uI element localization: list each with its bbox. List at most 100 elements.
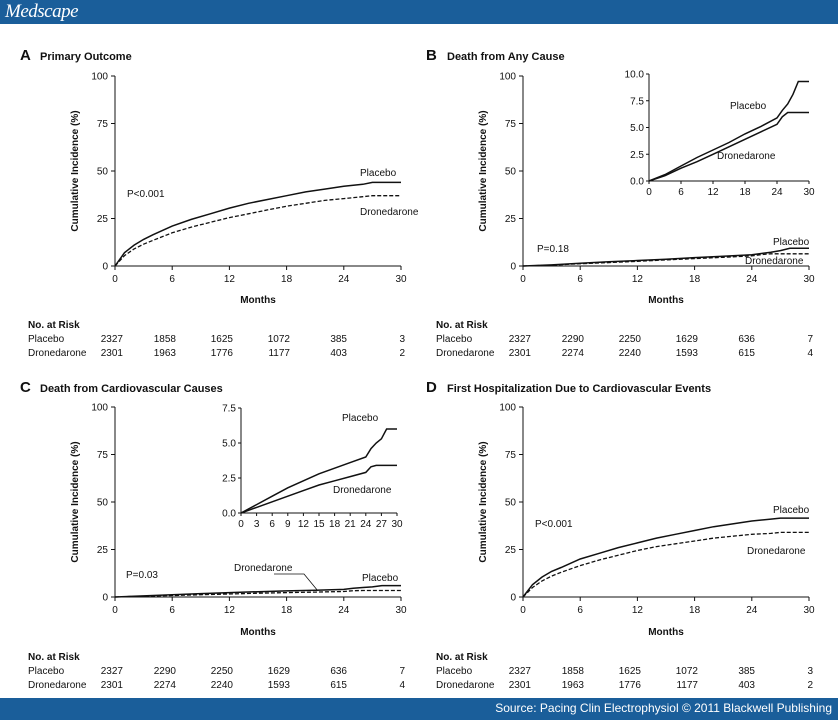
risk-row-label: Dronedarone [436, 348, 495, 359]
risk-value: 1963 [562, 680, 585, 691]
inset-y-tick-label: 0.0 [630, 177, 644, 188]
x-tick-label: 24 [746, 605, 758, 616]
inset-series-label-dronedarone: Dronedarone [333, 485, 392, 496]
risk-value: 2250 [211, 666, 234, 677]
y-tick-label: 100 [499, 403, 516, 414]
inset-y-tick-label: 2.5 [222, 474, 236, 485]
p-value: P<0.001 [535, 519, 573, 530]
risk-value: 1625 [211, 334, 234, 345]
inset-y-tick-label: 7.5 [630, 96, 644, 107]
risk-value: 615 [330, 680, 347, 691]
y-tick-label: 25 [505, 214, 517, 225]
series-label-placebo: Placebo [360, 168, 397, 179]
risk-value: 1072 [268, 334, 291, 345]
risk-row-label: Placebo [436, 334, 473, 345]
y-tick-label: 75 [97, 450, 109, 461]
label-leader-line [274, 573, 319, 592]
inset-y-tick-label: 2.5 [630, 150, 644, 161]
y-axis-title: Cumulative Incidence (%) [70, 441, 81, 562]
risk-value: 636 [330, 666, 347, 677]
risk-value: 615 [738, 348, 755, 359]
inset-x-tick-label: 30 [391, 519, 403, 530]
series-line-placebo [114, 181, 401, 267]
inset-y-tick-label: 0.0 [222, 509, 236, 520]
y-tick-label: 75 [505, 119, 517, 130]
y-tick-label: 0 [102, 262, 108, 273]
inset-y-tick-label: 10.0 [625, 70, 645, 81]
risk-value: 2301 [509, 348, 532, 359]
risk-value: 2290 [562, 334, 585, 345]
inset-x-tick-label: 27 [376, 519, 388, 530]
y-axis-title: Cumulative Incidence (%) [70, 110, 81, 231]
y-tick-label: 0 [510, 262, 516, 273]
x-tick-label: 24 [746, 274, 758, 285]
panel-B: B Death from Any Cause 0 25 50 75 100 0 6 12 18 24 3… [426, 47, 815, 359]
series-label-placebo: Placebo [773, 505, 810, 516]
x-axis-title: Months [240, 627, 276, 638]
risk-table-header: No. at Risk [28, 320, 80, 331]
risk-value: 2290 [154, 666, 177, 677]
x-axis-title: Months [240, 295, 276, 306]
risk-value: 1858 [154, 334, 177, 345]
risk-value: 403 [738, 680, 755, 691]
risk-value: 1963 [154, 348, 177, 359]
inset-y-tick-label: 5.0 [222, 439, 236, 450]
x-tick-label: 12 [224, 274, 236, 285]
series-label-dronedarone: Dronedarone [234, 563, 293, 574]
x-tick-label: 0 [520, 605, 526, 616]
x-tick-label: 6 [169, 274, 175, 285]
x-tick-label: 6 [169, 605, 175, 616]
risk-value: 2 [399, 348, 405, 359]
series-label-dronedarone: Dronedarone [747, 546, 806, 557]
y-tick-label: 100 [91, 72, 108, 83]
risk-value: 403 [330, 348, 347, 359]
x-tick-label: 0 [112, 605, 118, 616]
y-tick-label: 50 [97, 498, 109, 509]
series-line-dronedarone [114, 195, 401, 267]
x-tick-label: 18 [689, 274, 701, 285]
panel-A: A Primary Outcome 0 25 50 75 100 0 6 12 18 24 30 Mont… [20, 47, 419, 359]
panel-letter: A [20, 47, 31, 64]
inset-x-tick-label: 0 [238, 519, 244, 530]
y-axis-title: Cumulative Incidence (%) [478, 441, 489, 562]
inset-series-label-dronedarone: Dronedarone [717, 151, 776, 162]
series-line-dronedarone [114, 589, 401, 598]
series-label-placebo: Placebo [362, 573, 399, 584]
risk-value: 1177 [676, 680, 698, 691]
panel-letter: D [426, 379, 437, 396]
medscape-logo[interactable]: Medscape [5, 1, 79, 22]
risk-table-header: No. at Risk [436, 320, 488, 331]
y-tick-label: 25 [97, 214, 109, 225]
risk-value: 1776 [619, 680, 642, 691]
risk-table: No. at Risk Placebo 2327 1858 1625 1072 385 3 Dr… [436, 652, 813, 691]
series-line-dronedarone [522, 531, 809, 598]
risk-value: 2274 [154, 680, 177, 691]
x-tick-label: 30 [395, 274, 407, 285]
x-tick-label: 6 [577, 274, 583, 285]
series-line-placebo [522, 517, 809, 598]
inset-x-tick-label: 6 [269, 519, 275, 530]
inset-x-tick-label: 0 [646, 187, 652, 198]
risk-value: 2327 [509, 666, 532, 677]
inset-x-tick-label: 18 [739, 187, 751, 198]
inset-x-tick-label: 3 [254, 519, 260, 530]
risk-value: 2327 [509, 334, 532, 345]
panel-title: Death from Cardiovascular Causes [40, 383, 223, 395]
y-tick-label: 75 [505, 450, 517, 461]
risk-value: 636 [738, 334, 755, 345]
series-label-dronedarone: Dronedarone [745, 256, 804, 267]
inset-x-tick-label: 6 [678, 187, 684, 198]
risk-value: 2301 [101, 348, 124, 359]
series-line-placebo [114, 584, 401, 598]
risk-value: 4 [399, 680, 405, 691]
risk-row-label: Dronedarone [436, 680, 495, 691]
inset-x-tick-label: 12 [707, 187, 719, 198]
panel-D: D First Hospitalization Due to Cardiovasc… [426, 379, 815, 691]
risk-value: 1776 [211, 348, 234, 359]
risk-value: 1629 [268, 666, 291, 677]
risk-value: 2327 [101, 334, 124, 345]
risk-value: 1177 [268, 348, 290, 359]
risk-value: 1629 [676, 334, 699, 345]
panel-C: C Death from Cardiovascular Causes0255075… [20, 379, 407, 691]
